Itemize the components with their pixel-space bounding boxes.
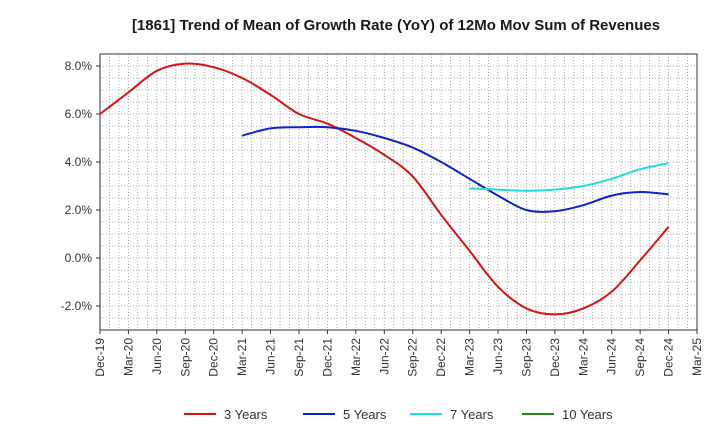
chart-title: [1861] Trend of Mean of Growth Rate (YoY… [132,17,660,34]
legend-label: 10 Years [562,407,613,422]
x-tick-label: Mar-23 [463,338,477,376]
x-tick-label: Mar-24 [576,338,590,376]
grid-lines [100,54,697,330]
x-axis-ticks: Dec-19 Mar-20 Jun-20 Sep-20 Dec-20 Mar-21 Jun-… [93,330,704,377]
series-line-3-years [99,62,670,316]
x-tick-label: Jun-23 [491,338,505,375]
legend-label: 3 Years [224,407,268,422]
x-tick-label: Dec-24 [662,338,676,377]
x-tick-label: Jun-22 [377,338,391,375]
x-tick-label: Jun-20 [150,338,164,375]
x-tick-label: Mar-22 [349,338,363,376]
x-tick-label: Jun-24 [605,338,619,375]
y-tick-label: -2.0% [61,299,93,313]
legend-label: 7 Years [450,407,494,422]
x-tick-label: Sep-23 [519,338,533,377]
x-tick-label: Sep-24 [633,338,647,377]
x-tick-label: Dec-22 [434,338,448,377]
x-tick-label: Dec-19 [93,338,107,377]
legend: 3 Years 5 Years 7 Years 10 Years [184,407,613,422]
series-lines [99,62,670,316]
x-tick-label: Dec-20 [207,338,221,377]
y-tick-label: 0.0% [65,251,93,265]
plot-area [99,53,698,331]
x-tick-label: Jun-21 [264,338,278,375]
series-line-5-years [241,125,669,213]
x-tick-label: Sep-20 [178,338,192,377]
x-tick-label: Mar-20 [121,338,135,376]
series-line-7-years [469,162,669,192]
x-tick-label: Sep-22 [406,338,420,377]
y-axis-ticks: -2.0% 0.0% 2.0% 4.0% 6.0% 8.0% [61,59,100,313]
y-tick-label: 8.0% [65,59,93,73]
y-tick-label: 6.0% [65,107,93,121]
x-tick-label: Mar-21 [235,338,249,376]
x-tick-label: Sep-21 [292,338,306,377]
x-tick-label: Dec-21 [320,338,334,377]
y-tick-label: 4.0% [65,155,93,169]
legend-label: 5 Years [343,407,387,422]
x-tick-label: Dec-23 [548,338,562,377]
y-tick-label: 2.0% [65,203,93,217]
x-tick-label: Mar-25 [690,338,704,376]
